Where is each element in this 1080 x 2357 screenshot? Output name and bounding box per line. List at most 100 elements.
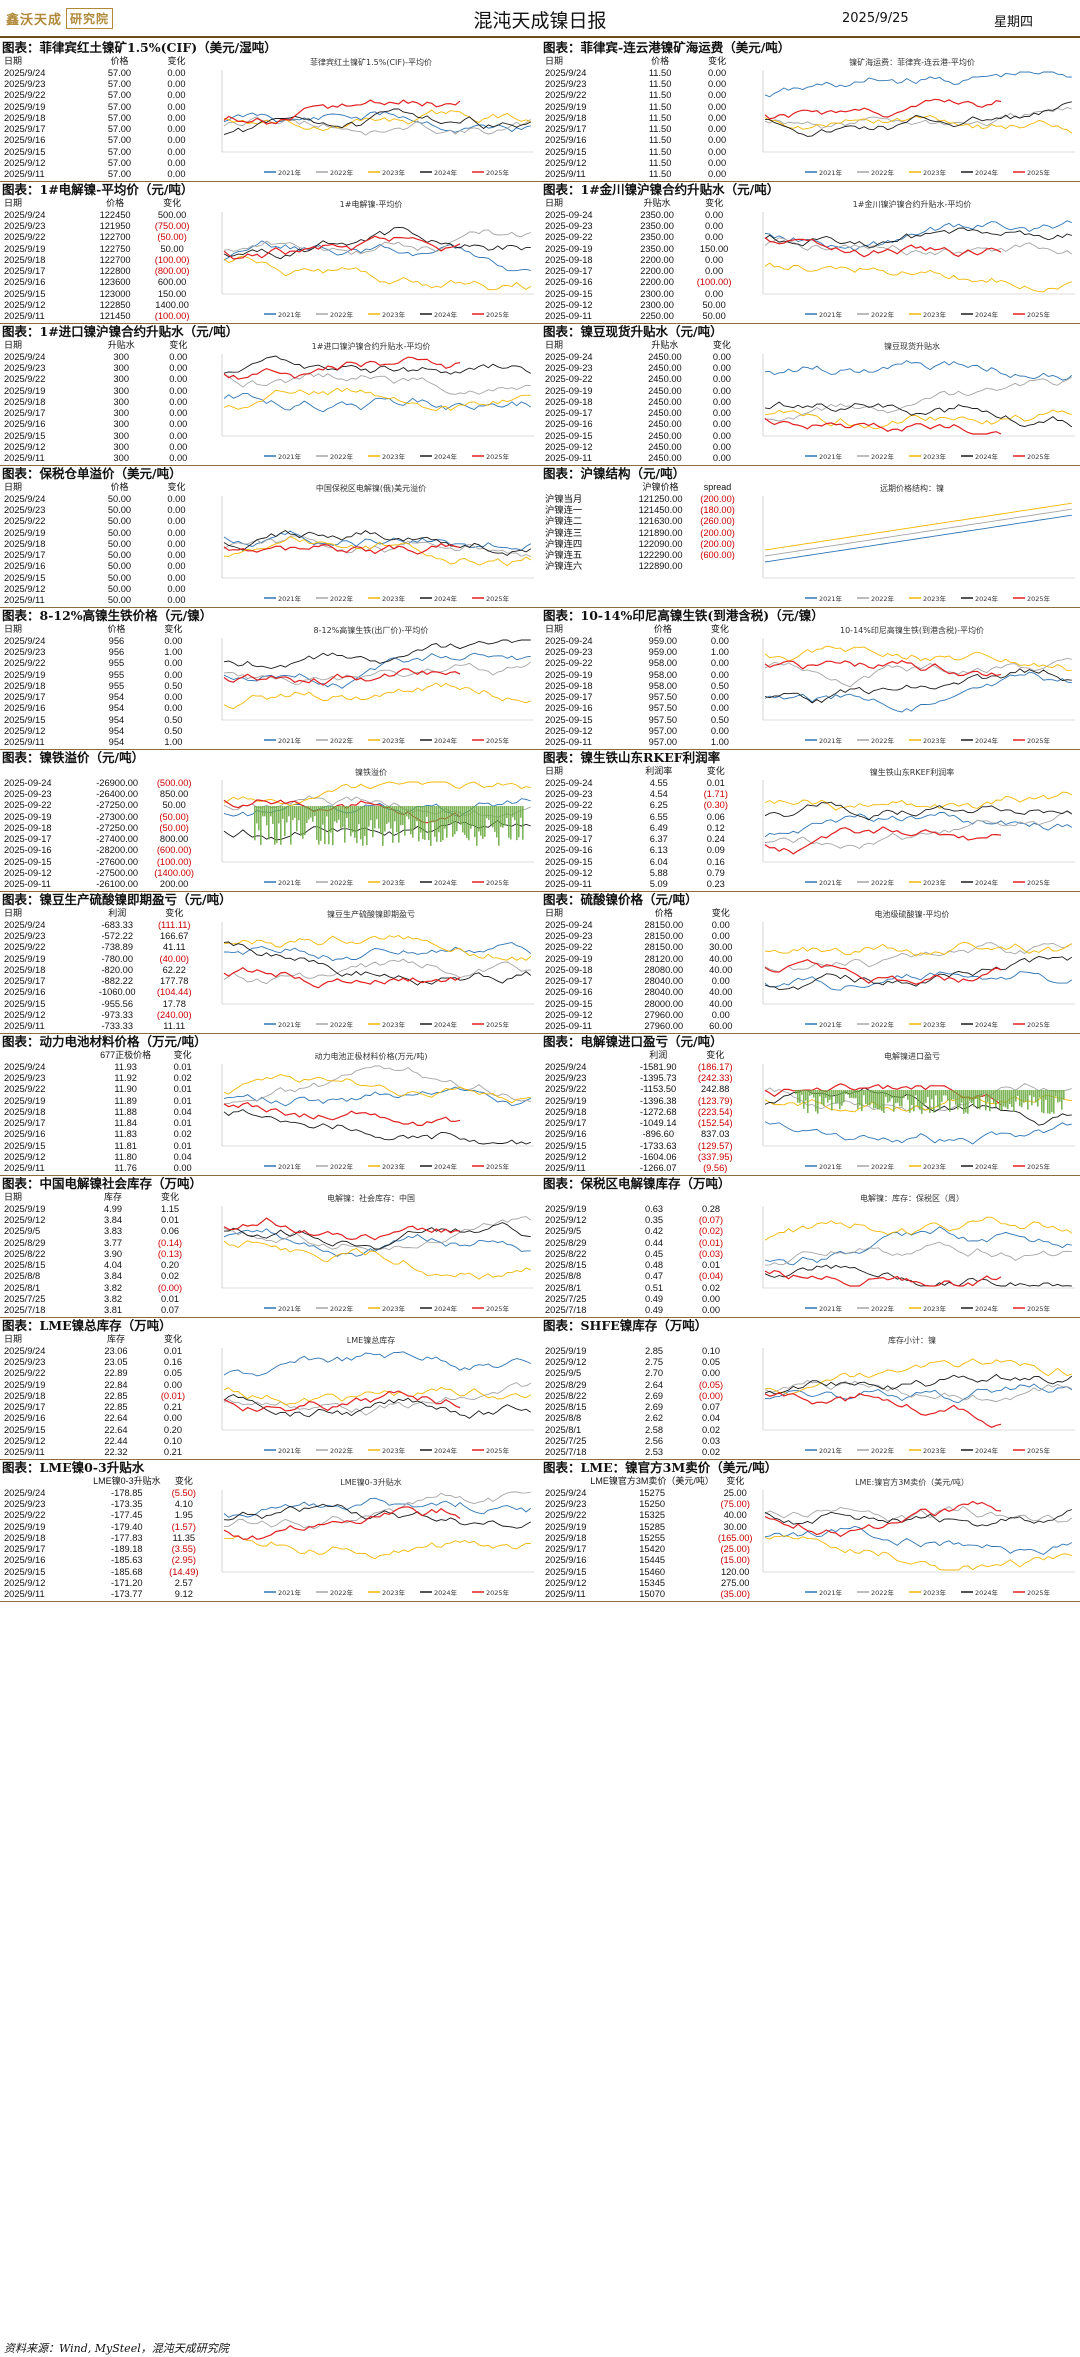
bar-mark (362, 806, 364, 846)
bar-mark (991, 1090, 993, 1099)
bar-mark (879, 1090, 881, 1110)
table-cell: 28150.00 (644, 942, 684, 953)
table-cell: -26100.00 (96, 879, 139, 890)
table-cell: 2450.00 (648, 430, 682, 441)
table-header: LME镍官方3M卖价（美元/吨） (590, 1476, 714, 1487)
table-row: 2025/9/23 -1395.73 (242.33) (543, 1073, 743, 1084)
table-cell: 11.80 (114, 1152, 137, 1163)
table-cell: (2.95) (171, 1555, 196, 1566)
table-cell: 50.00 (107, 550, 132, 561)
bar-mark (1059, 1090, 1061, 1102)
legend-label: 2025年 (1027, 168, 1051, 177)
table-header: 日期 (4, 198, 23, 209)
table-cell: 2025/9/15 (4, 998, 46, 1009)
table-cell: 9.12 (174, 1589, 193, 1600)
table-cell: 2025/9/15 (545, 1566, 587, 1577)
table-row: 2025-09-19 6.55 0.06 (543, 811, 743, 822)
table-header (543, 1192, 629, 1203)
table-cell: 2025/9/22 (4, 1510, 46, 1521)
table-cell: 2025/9/19 (4, 1379, 46, 1390)
table-row: 2025/9/15 15460 120.00 (543, 1566, 755, 1577)
table-row: 2025-09-15 957.50 0.50 (543, 714, 743, 725)
table-row: 2025/9/23 23.05 0.16 (2, 1357, 202, 1368)
legend-label: 2021年 (819, 1304, 843, 1313)
table-cell: 2025-09-24 (4, 777, 52, 788)
table-cell: 2025/9/12 (4, 584, 46, 595)
table-header: spread (703, 482, 732, 493)
table-cell: 0.49 (644, 1305, 664, 1316)
table-header: 沪镍价格 (642, 482, 679, 493)
table-cell: 57.00 (107, 112, 132, 123)
table-header: 库存 (103, 1192, 122, 1203)
table-cell: 0.00 (710, 703, 729, 714)
bar-mark (296, 806, 298, 832)
legend-label: 2023年 (382, 1588, 406, 1597)
table-row: 2025/9/18 300 0.00 (2, 396, 202, 407)
table-cell: (200.00) (700, 527, 735, 538)
table-row: 2025/9/19 11.50 0.00 (543, 101, 743, 112)
table-cell: 0.00 (169, 362, 188, 373)
table-cell: 121950 (99, 220, 131, 231)
row-divider (0, 749, 1080, 750)
legend-label: 2025年 (486, 1304, 510, 1313)
panel-15: 图表：电解镍进口盈亏（元/吨） 利润 变化 2025/9/24 -1581.90 (186… (543, 1034, 1078, 1174)
table-cell: 2025-09-17 (545, 408, 593, 419)
bar-mark (865, 1090, 867, 1105)
table-cell: 2025/7/25 (545, 1436, 587, 1447)
table-cell: 2025-09-11 (545, 453, 592, 464)
table-cell: 0.00 (710, 658, 729, 669)
table-row: 2025/9/5 0.42 (0.02) (543, 1226, 743, 1237)
series-line (764, 959, 1002, 985)
bar-mark (382, 806, 384, 846)
series-line (764, 409, 1072, 430)
series-line (764, 227, 1072, 248)
legend-label: 2024年 (434, 1588, 458, 1597)
bar-mark (432, 806, 434, 823)
series-line (764, 668, 1072, 704)
data-table: 日期 价格 变化 2025/9/24 122450 500.00 2025/9/23 1219… (2, 198, 202, 322)
legend-label: 2023年 (382, 452, 406, 461)
bar-mark (965, 1090, 967, 1113)
data-table: 沪镍价格 spread 沪镍当月 121250.00 (200.00) 沪镍连一 12145… (543, 482, 743, 572)
table-cell: 300 (113, 385, 130, 396)
series-line (223, 108, 531, 136)
bar-mark (821, 1090, 823, 1105)
table-cell: 0.10 (163, 1436, 183, 1447)
legend-label: 2023年 (382, 1020, 406, 1029)
table-row: 2025-09-12 2300.00 50.00 (543, 300, 743, 311)
panel-21: 图表：LME：镍官方3M卖价（美元/吨） LME镍官方3M卖价（美元/吨） 变化 20… (543, 1460, 1078, 1600)
series-line (764, 826, 1002, 855)
legend-label: 2022年 (330, 1446, 354, 1455)
series-line (764, 1525, 1073, 1555)
bar-mark (995, 1090, 997, 1108)
table-cell: 2025-09-15 (545, 714, 593, 725)
table-cell: 2450.00 (648, 419, 682, 430)
table-cell: 2.64 (644, 1379, 664, 1390)
table-row: 2025/9/12 57.00 0.00 (2, 158, 202, 169)
table-cell: -896.60 (642, 1129, 674, 1140)
bar-mark (504, 806, 506, 826)
table-cell: -1581.90 (639, 1061, 677, 1072)
bar-mark (514, 806, 516, 821)
bar-mark (947, 1090, 949, 1101)
table-cell: 0.00 (169, 442, 188, 453)
table-cell: 2300.00 (640, 288, 674, 299)
table-cell: 40.00 (709, 998, 733, 1009)
bar-mark (390, 806, 392, 829)
table-cell: 2025-09-18 (545, 822, 593, 833)
table-cell: 0.00 (167, 67, 186, 78)
table-cell: 2025/9/24 (545, 1487, 587, 1498)
bar-mark (326, 806, 328, 817)
table-cell: 2025/9/11 (4, 453, 45, 464)
table-row: 2025/9/17 -189.18 (3.55) (2, 1544, 202, 1555)
table-cell: 0.00 (710, 692, 729, 703)
table-cell: 2025-09-18 (4, 822, 52, 833)
table-cell: 2025/9/23 (545, 1498, 587, 1509)
bar-mark (1057, 1090, 1059, 1103)
table-row: 2025-09-16 2450.00 0.00 (543, 419, 743, 430)
table-cell: 0.06 (160, 1226, 180, 1237)
bar-mark (1005, 1090, 1007, 1108)
data-table: 日期 升贴水 变化 2025-09-24 2450.00 0.00 2025-09-23 24… (543, 340, 743, 464)
bar-mark (494, 806, 496, 832)
